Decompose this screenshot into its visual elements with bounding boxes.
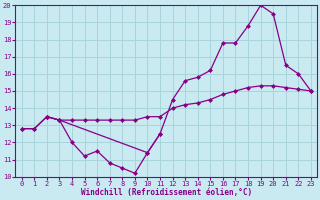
X-axis label: Windchill (Refroidissement éolien,°C): Windchill (Refroidissement éolien,°C) (81, 188, 252, 197)
